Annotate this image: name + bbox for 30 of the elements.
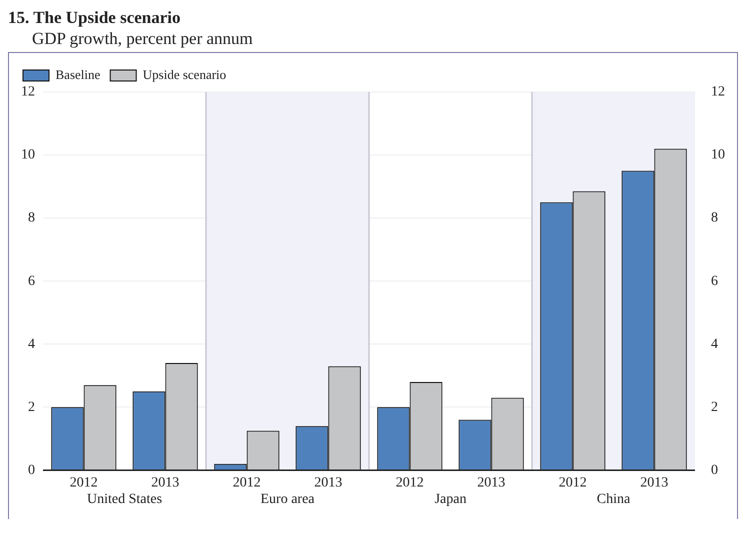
- y2-tick-label: 10: [711, 148, 725, 163]
- y-tick-label: 10: [21, 148, 35, 163]
- y2-tick-label: 12: [711, 84, 725, 100]
- x-tick-label: 2013: [314, 475, 342, 490]
- y-tick-label: 6: [28, 274, 35, 289]
- y2-tick-label: 6: [711, 274, 718, 289]
- x-tick-label: 2013: [640, 475, 668, 490]
- y2-tick-label: 8: [711, 210, 718, 226]
- legend-label: Baseline: [56, 66, 100, 82]
- x-tick-label: 2012: [70, 475, 98, 490]
- x-tick-label: 2012: [558, 475, 587, 490]
- y2-tick-label: 2: [711, 400, 718, 415]
- text: United States: [86, 492, 162, 507]
- text: Japan: [434, 492, 466, 507]
- y2-tick-label: 4: [711, 336, 718, 352]
- chart-title: 15. The Upside scenario: [8, 8, 182, 28]
- y-tick-label: 2: [28, 400, 35, 415]
- y-tick-label: 4: [28, 336, 35, 352]
- chart-subtitle: GDP growth, percent per annum: [32, 28, 254, 50]
- y-tick-label: 8: [28, 210, 35, 226]
- x-tick-label: 2012: [396, 475, 424, 490]
- y-tick-label: 0: [28, 462, 35, 478]
- x-tick-label: 2013: [477, 475, 506, 490]
- y-tick-label: 12: [21, 84, 35, 100]
- y2-tick-label: 0: [711, 462, 718, 478]
- legend-label: Upside scenario: [142, 66, 226, 82]
- x-tick-label: 2013: [151, 475, 180, 490]
- x-tick-label: 2012: [232, 475, 261, 490]
- text: Euro area: [260, 492, 316, 507]
- text: China: [596, 492, 631, 507]
